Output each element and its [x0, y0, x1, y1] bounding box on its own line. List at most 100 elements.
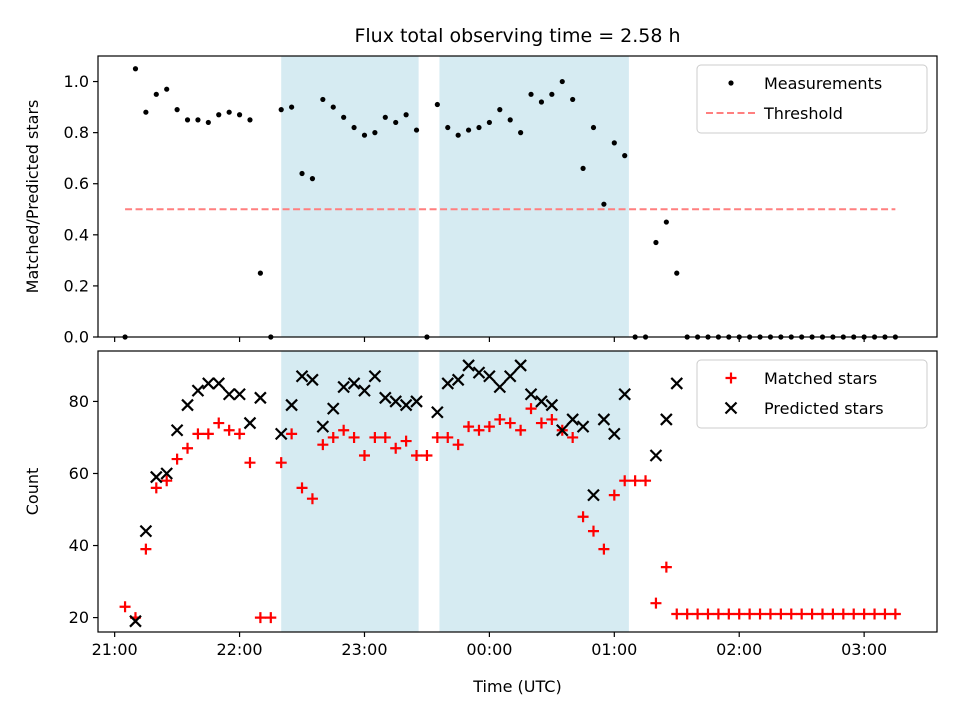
- x-tick-label: 01:00: [591, 640, 637, 659]
- matched-stars-point: [358, 449, 370, 461]
- matched-stars-point: [744, 608, 756, 620]
- matched-stars-point: [213, 417, 225, 429]
- matched-stars-point: [494, 413, 506, 425]
- predicted-stars-point: [555, 423, 569, 437]
- predicted-stars-point: [597, 413, 611, 426]
- measurement-point: [226, 109, 232, 115]
- predicted-stars-point: [306, 373, 319, 387]
- legend-label: Predicted stars: [764, 399, 884, 418]
- measurement-point: [413, 127, 420, 133]
- matched-stars-point: [650, 597, 662, 609]
- matched-stars-point: [150, 482, 162, 494]
- matched-stars-point: [775, 608, 787, 620]
- predicted-stars-point: [608, 427, 621, 441]
- bottom-panel: 20 40 60 80 21:00 22:00 23:00 00:00 01:00 02:00 03…: [23, 350, 938, 696]
- measurement-point: [538, 99, 545, 105]
- matched-stars-point: [785, 608, 797, 620]
- matched-stars-point: [660, 561, 672, 573]
- measurement-point: [486, 119, 492, 126]
- measurement-point: [351, 124, 357, 131]
- matched-stars-point: [515, 424, 527, 436]
- measurement-point: [653, 239, 659, 246]
- matched-stars-point: [431, 431, 443, 443]
- predicted-stars-point: [274, 427, 288, 441]
- observing-interval-band: [439, 351, 629, 632]
- matched-stars-point: [140, 543, 152, 555]
- predicted-stars-point: [545, 398, 559, 412]
- measurement-point: [528, 91, 534, 97]
- matched-stars-point: [244, 457, 256, 469]
- matched-stars-point: [858, 608, 870, 620]
- y-axis-label: Matched/Predicted stars: [23, 100, 42, 294]
- predicted-stars-point: [462, 359, 475, 372]
- predicted-stars-point: [660, 413, 673, 426]
- matched-stars-point: [400, 435, 412, 447]
- matched-stars-point: [202, 428, 214, 440]
- measurement-point: [590, 124, 597, 131]
- legend: Measurements Threshold: [696, 64, 928, 134]
- predicted-stars-point: [441, 377, 455, 390]
- measurement-point: [559, 78, 565, 85]
- matched-stars-point: [733, 608, 745, 620]
- y-tick-label: 0.2: [64, 276, 89, 295]
- predicted-stars-point: [472, 366, 486, 379]
- measurement-point: [570, 96, 576, 103]
- matched-stars-point: [681, 608, 693, 620]
- matched-stars-point: [327, 431, 339, 443]
- matched-stars-point: [379, 431, 391, 443]
- legend-label: Matched stars: [764, 369, 877, 388]
- matched-stars-point: [254, 612, 266, 624]
- predicted-stars-point: [181, 398, 194, 412]
- measurement-point: [580, 165, 586, 171]
- axes-frame: [97, 55, 938, 338]
- predicted-stars-point: [399, 398, 413, 412]
- predicted-stars-point: [451, 373, 465, 387]
- measurement-point: [236, 112, 243, 118]
- legend-marker-predicted: [724, 401, 738, 415]
- matched-stars-point: [702, 608, 714, 620]
- measurement-point: [299, 170, 305, 177]
- measurement-point: [330, 104, 336, 110]
- measurement-point: [455, 132, 461, 138]
- measurement-point: [663, 219, 669, 225]
- measurement-point: [622, 153, 628, 159]
- y-tick-label: 80: [69, 392, 89, 411]
- matched-stars-point: [796, 608, 808, 620]
- legend-label: Measurements: [764, 74, 882, 93]
- matched-stars-point: [712, 608, 724, 620]
- predicted-stars-point: [139, 524, 153, 538]
- matched-stars-point: [848, 608, 860, 620]
- measurement-point: [611, 140, 617, 146]
- measurement-point: [184, 117, 191, 123]
- matched-stars-point: [764, 608, 776, 620]
- predicted-stars-point: [233, 387, 246, 401]
- x-tick-label: 02:00: [716, 640, 762, 659]
- matched-stars-point: [619, 475, 631, 487]
- measurement-point: [320, 96, 326, 103]
- matched-stars-point: [608, 489, 620, 501]
- matched-stars-point: [223, 424, 235, 436]
- measurement-point: [445, 124, 451, 131]
- measurement-point: [341, 114, 347, 120]
- predicted-stars-point: [160, 467, 173, 480]
- matched-stars-point: [692, 608, 704, 620]
- measurement-point: [434, 101, 440, 108]
- matched-stars-point: [869, 608, 881, 620]
- matched-stars-point: [296, 482, 308, 494]
- predicted-stars-point: [431, 405, 444, 419]
- predicted-stars-point: [535, 395, 548, 408]
- matched-stars-point: [879, 608, 891, 620]
- predicted-stars-point: [347, 377, 361, 390]
- measurement-point: [549, 91, 555, 97]
- measurement-point: [278, 107, 284, 113]
- measurement-point: [507, 117, 513, 123]
- measurement-point: [372, 130, 378, 136]
- y-tick-label: 0.4: [64, 225, 89, 244]
- matched-stars-point: [182, 442, 194, 454]
- measurement-point: [601, 201, 607, 207]
- matched-stars-point: [827, 608, 839, 620]
- matched-stars-point: [816, 608, 828, 620]
- matched-stars-point: [598, 543, 610, 555]
- measurement-point: [247, 117, 253, 123]
- x-tick-label: 23:00: [341, 640, 387, 659]
